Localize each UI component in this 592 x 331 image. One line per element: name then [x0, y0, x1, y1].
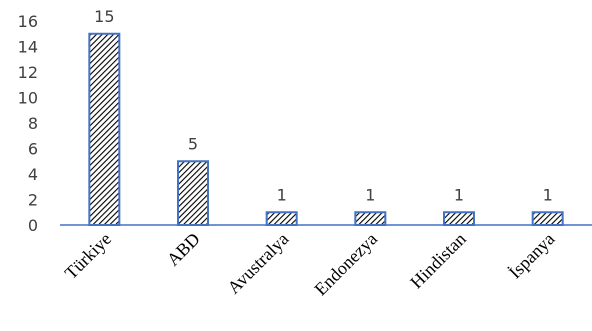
y-tick-label-12: 12 — [18, 63, 38, 82]
y-tick-label-14: 14 — [18, 38, 38, 57]
bar-abd — [177, 160, 209, 226]
x-tick-label-turkiye: Türkiye — [61, 229, 115, 283]
data-label-turkiye: 15 — [94, 7, 114, 26]
data-label-ispanya: 1 — [543, 185, 553, 204]
bar-avustralya — [265, 211, 298, 226]
bars — [88, 32, 564, 226]
x-tick-label-avustralya: Avustralya — [223, 229, 292, 298]
data-label-endonezya: 1 — [365, 185, 375, 204]
x-axis-ticks: Türkiye ABD Avustralya Endonezya Hindistan İs… — [61, 229, 559, 300]
y-tick-label-6: 6 — [28, 140, 38, 159]
data-labels: 15 5 1 1 1 1 — [94, 7, 553, 205]
y-axis-ticks: 0 2 4 6 8 10 12 14 16 — [18, 12, 38, 235]
y-tick-label-2: 2 — [28, 191, 38, 210]
bar-endonezya — [354, 211, 387, 226]
y-tick-label-8: 8 — [28, 114, 38, 133]
x-tick-label-ispanya: İspanya — [505, 229, 559, 283]
y-tick-label-4: 4 — [28, 165, 38, 184]
x-tick-label-hindistan: Hindistan — [406, 229, 470, 293]
y-tick-label-0: 0 — [28, 216, 38, 235]
bar-ispanya — [531, 211, 564, 226]
bar-hindistan — [443, 211, 475, 226]
x-tick-label-endonezya: Endonezya — [310, 229, 381, 300]
data-label-hindistan: 1 — [454, 185, 464, 204]
x-tick-label-abd: ABD — [163, 229, 204, 270]
y-tick-label-16: 16 — [18, 12, 38, 31]
y-tick-label-10: 10 — [18, 89, 38, 108]
bar-turkiye — [88, 32, 121, 226]
data-label-avustralya: 1 — [277, 185, 287, 204]
data-label-abd: 5 — [188, 134, 198, 153]
